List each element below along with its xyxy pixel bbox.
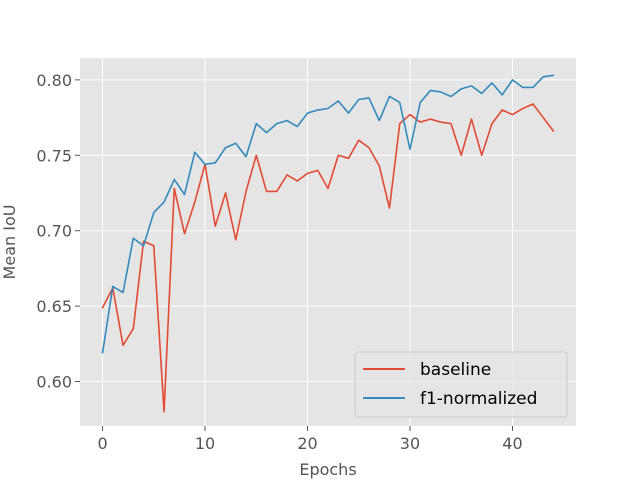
gridlines bbox=[80, 58, 576, 426]
x-tick-label: 0 bbox=[97, 434, 107, 453]
y-axis-title: Mean IoU bbox=[0, 205, 19, 280]
legend-label-f1-normalized: f1-normalized bbox=[420, 389, 537, 409]
y-tick-label: 0.70 bbox=[36, 222, 72, 241]
series-line-baseline bbox=[101, 103, 555, 413]
x-tick-label: 20 bbox=[297, 434, 317, 453]
x-tick-label: 30 bbox=[400, 434, 420, 453]
y-axis-ticks: 0.60 0.65 0.70 0.75 0.80 bbox=[36, 71, 80, 392]
y-tick-label: 0.60 bbox=[36, 373, 72, 392]
series-line-f1-normalized bbox=[101, 74, 555, 354]
x-axis-ticks: 0 10 20 30 40 bbox=[97, 426, 523, 453]
legend-box bbox=[354, 351, 568, 418]
legend-label-baseline: baseline bbox=[420, 360, 491, 380]
y-tick-label: 0.75 bbox=[36, 146, 72, 165]
y-tick-label: 0.80 bbox=[36, 71, 72, 90]
x-tick-label: 40 bbox=[502, 434, 522, 453]
legend: baseline f1-normalized bbox=[354, 351, 568, 418]
y-tick-label: 0.65 bbox=[36, 297, 72, 316]
x-axis-title: Epochs bbox=[299, 460, 356, 479]
series-lines bbox=[101, 74, 555, 413]
x-tick-label: 10 bbox=[195, 434, 215, 453]
